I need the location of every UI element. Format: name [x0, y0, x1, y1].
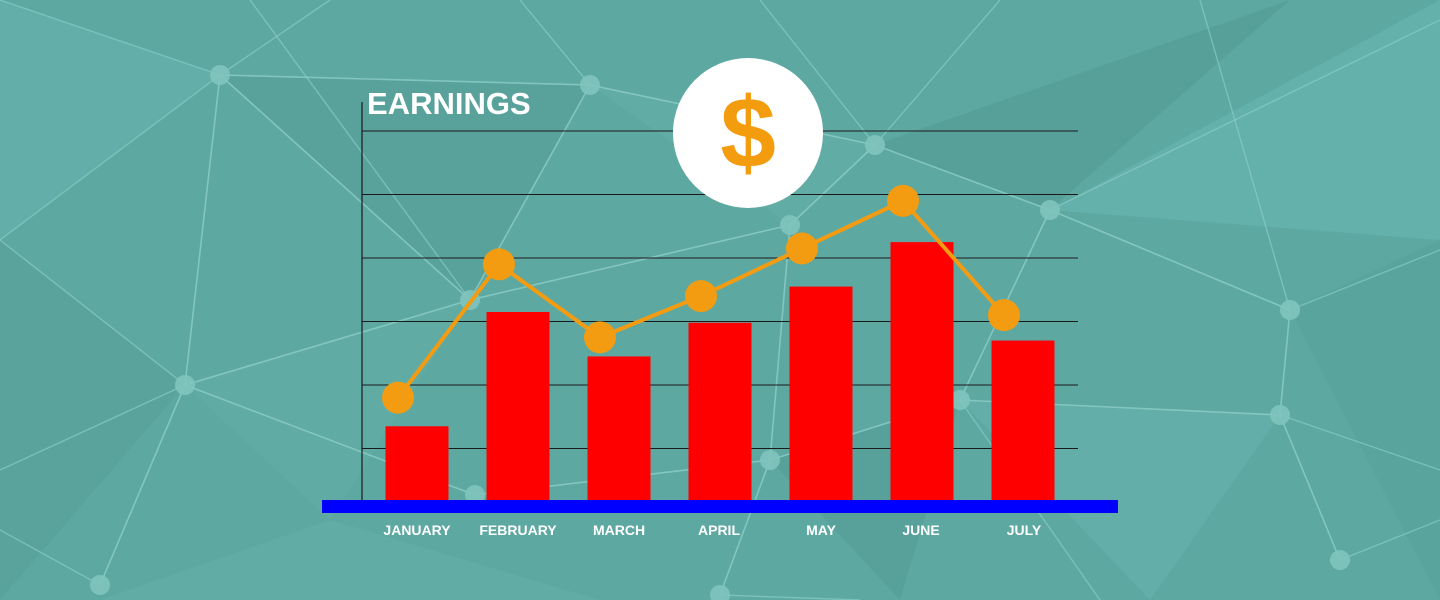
line-point [685, 280, 717, 313]
network-edge [1049, 209, 1291, 311]
bar [890, 242, 954, 512]
x-tick-label: JUNE [902, 522, 940, 538]
background-facet [0, 240, 185, 600]
network-edge [1339, 519, 1440, 561]
bar [587, 356, 651, 512]
network-edge [874, 0, 1001, 146]
network-edge [184, 74, 221, 386]
network-node [210, 65, 230, 85]
network-edge [1199, 0, 1291, 311]
network-edge [519, 0, 591, 86]
dollar-icon: $ [720, 77, 776, 189]
network-node [1040, 200, 1060, 220]
network-node [580, 75, 600, 95]
network-node [175, 375, 195, 395]
background-facet [875, 0, 1290, 210]
network-node [710, 585, 730, 600]
network-edge [0, 0, 221, 76]
x-tick-label: JULY [1006, 522, 1042, 538]
network-edge [0, 74, 221, 241]
line-point [988, 299, 1020, 332]
x-axis-baseline [322, 500, 1118, 513]
x-tick-label: MAY [806, 522, 836, 538]
network-edge [184, 299, 471, 386]
network-edge [719, 594, 861, 600]
network-edge [769, 224, 791, 461]
network-edge [1279, 309, 1291, 416]
line-point [887, 184, 919, 217]
dollar-badge: $ [673, 58, 823, 208]
network-node [780, 215, 800, 235]
network-edge [1049, 19, 1440, 211]
network-edge [0, 384, 186, 471]
line-point [584, 321, 616, 354]
chart-title: EARNINGS [367, 86, 531, 121]
network-edge [1279, 414, 1341, 561]
line-point [483, 248, 515, 281]
network-edge [0, 239, 186, 386]
background-facet [100, 520, 600, 600]
network-node [90, 575, 110, 595]
line-point [786, 232, 818, 265]
network-edge [1279, 414, 1440, 471]
bar [688, 322, 752, 512]
network-node [760, 450, 780, 470]
network-node [1270, 405, 1290, 425]
bar [789, 286, 853, 512]
network-node [1330, 550, 1350, 570]
network-edge [469, 224, 791, 301]
network-edge [789, 144, 876, 226]
network-edge [759, 0, 876, 146]
network-edge [219, 74, 471, 301]
network-edge [249, 0, 471, 301]
x-tick-label: JANUARY [383, 522, 451, 538]
bar [385, 426, 449, 512]
network-edge [874, 144, 1051, 211]
line-point [382, 381, 414, 414]
background-facet [185, 300, 470, 520]
network-node [1280, 300, 1300, 320]
background-facet [0, 0, 220, 240]
background-facet [1290, 240, 1440, 600]
x-tick-label: FEBRUARY [479, 522, 557, 538]
network-edge [219, 74, 591, 86]
network-edge [219, 0, 331, 76]
network-edge [0, 529, 101, 586]
network-node [950, 390, 970, 410]
network-edge [719, 459, 771, 596]
background-facet [1050, 0, 1440, 240]
x-tick-label: APRIL [698, 522, 740, 538]
bar [991, 340, 1055, 512]
bar [486, 311, 550, 512]
network-edge [1289, 249, 1440, 311]
network-node [865, 135, 885, 155]
network-edge [99, 384, 186, 586]
x-tick-label: MARCH [592, 522, 646, 538]
